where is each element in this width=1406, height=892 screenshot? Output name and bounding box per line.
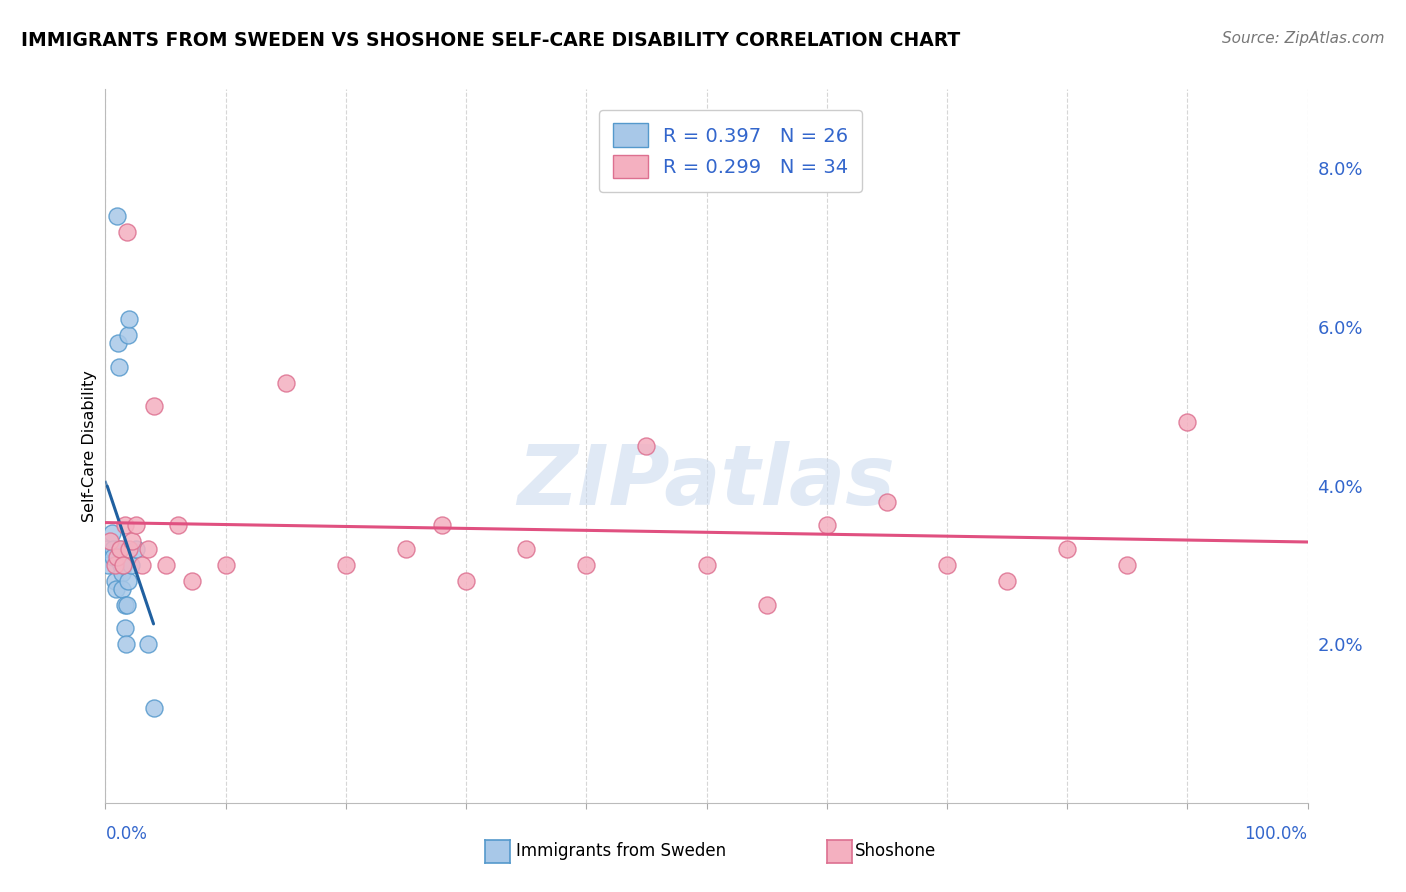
Point bbox=[114, 518, 136, 533]
Point bbox=[107, 359, 129, 374]
Point bbox=[103, 549, 125, 564]
Point bbox=[120, 558, 142, 572]
Point bbox=[636, 439, 658, 453]
Point bbox=[112, 558, 135, 572]
Point bbox=[454, 574, 477, 588]
Point bbox=[335, 558, 357, 572]
Point bbox=[98, 534, 121, 549]
Point bbox=[104, 574, 127, 588]
Point bbox=[108, 542, 131, 557]
Point bbox=[111, 566, 134, 580]
Point bbox=[515, 542, 537, 557]
Point bbox=[876, 494, 898, 508]
Point bbox=[108, 542, 131, 557]
Text: Immigrants from Sweden: Immigrants from Sweden bbox=[516, 842, 725, 860]
Point bbox=[395, 542, 418, 557]
Point bbox=[115, 225, 138, 239]
Point bbox=[274, 376, 297, 390]
Point bbox=[995, 574, 1018, 588]
Text: 100.0%: 100.0% bbox=[1244, 825, 1308, 843]
Point bbox=[97, 558, 120, 572]
Text: Source: ZipAtlas.com: Source: ZipAtlas.com bbox=[1222, 31, 1385, 46]
Text: 0.0%: 0.0% bbox=[105, 825, 148, 843]
Point bbox=[111, 582, 134, 596]
Point bbox=[214, 558, 236, 572]
Point bbox=[114, 598, 136, 612]
Text: IMMIGRANTS FROM SWEDEN VS SHOSHONE SELF-CARE DISABILITY CORRELATION CHART: IMMIGRANTS FROM SWEDEN VS SHOSHONE SELF-… bbox=[21, 31, 960, 50]
Point bbox=[117, 328, 139, 343]
Point bbox=[166, 518, 188, 533]
Point bbox=[155, 558, 177, 572]
Point bbox=[112, 558, 135, 572]
Point bbox=[121, 534, 143, 549]
Point bbox=[124, 542, 146, 557]
Point bbox=[101, 526, 124, 541]
Point bbox=[96, 542, 118, 557]
Point bbox=[117, 574, 139, 588]
Point bbox=[136, 542, 159, 557]
Y-axis label: Self-Care Disability: Self-Care Disability bbox=[82, 370, 97, 522]
Point bbox=[142, 400, 165, 414]
Point bbox=[815, 518, 838, 533]
Point bbox=[107, 549, 129, 564]
Point bbox=[181, 574, 204, 588]
Point bbox=[115, 637, 138, 651]
Point bbox=[118, 542, 141, 557]
Point bbox=[107, 209, 129, 223]
Point bbox=[101, 542, 124, 557]
Point bbox=[105, 582, 128, 596]
Point bbox=[575, 558, 598, 572]
Point bbox=[115, 598, 138, 612]
Point bbox=[1116, 558, 1139, 572]
Point bbox=[110, 558, 132, 572]
Text: ZIPatlas: ZIPatlas bbox=[517, 442, 896, 522]
Point bbox=[131, 558, 153, 572]
Point bbox=[430, 518, 453, 533]
Point bbox=[1056, 542, 1078, 557]
Text: Shoshone: Shoshone bbox=[855, 842, 936, 860]
Point bbox=[124, 518, 146, 533]
Point bbox=[114, 621, 136, 635]
Point bbox=[1175, 415, 1198, 429]
Point bbox=[696, 558, 718, 572]
Point bbox=[142, 700, 165, 714]
Point bbox=[136, 637, 159, 651]
Point bbox=[104, 558, 127, 572]
Point bbox=[118, 312, 141, 326]
Point bbox=[107, 335, 129, 350]
Legend: R = 0.397   N = 26, R = 0.299   N = 34: R = 0.397 N = 26, R = 0.299 N = 34 bbox=[599, 110, 862, 192]
Point bbox=[755, 598, 778, 612]
Point bbox=[936, 558, 959, 572]
